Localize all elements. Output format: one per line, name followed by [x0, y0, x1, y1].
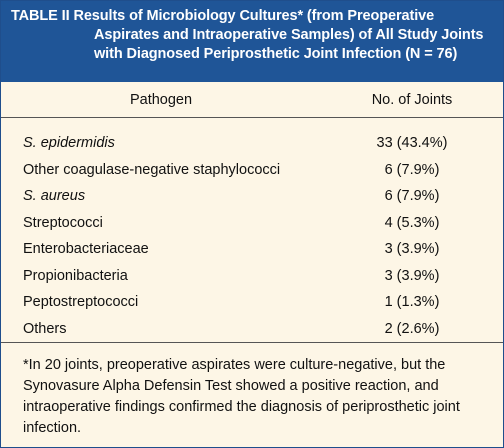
joints-cell: 2 (2.6%): [384, 320, 440, 337]
pathogen-cell: S. epidermidis: [23, 135, 115, 152]
table-row: Peptostreptococci 1 (1.3%): [1, 289, 503, 316]
pathogen-cell: Streptococci: [23, 214, 103, 231]
table-row: Other coagulase-negative staphylococci 6…: [1, 157, 503, 184]
table-footnote: *In 20 joints, preoperative aspirates we…: [1, 342, 503, 439]
pathogen-cell: Other coagulase-negative staphylococci: [23, 161, 281, 178]
joints-cell: 4 (5.3%): [384, 214, 440, 231]
column-header-row: Pathogen No. of Joints: [1, 82, 503, 118]
pathogen-cell: Propionibacteria: [23, 267, 128, 284]
column-header-joints: No. of Joints: [371, 91, 453, 108]
table-row: Others 2 (2.6%): [1, 316, 503, 343]
joints-cell: 6 (7.9%): [384, 188, 440, 205]
title-line-3: with Diagnosed Periprosthetic Joint Infe…: [94, 46, 458, 62]
table-body: S. epidermidis 33 (43.4%) Other coagulas…: [1, 118, 503, 342]
pathogen-cell: Others: [23, 320, 67, 337]
joints-cell: 6 (7.9%): [384, 161, 440, 178]
column-header-pathogen: Pathogen: [129, 91, 193, 108]
title-line-1: TABLE II Results of Microbiology Culture…: [11, 8, 435, 24]
title-line-2: Aspirates and Intraoperative Samples) of…: [94, 27, 484, 43]
table-row: Propionibacteria 3 (3.9%): [1, 263, 503, 290]
pathogen-cell: Peptostreptococci: [23, 294, 139, 311]
joints-cell: 3 (3.9%): [384, 241, 440, 258]
joints-cell: 33 (43.4%): [376, 135, 448, 152]
table-row: S. aureus 6 (7.9%): [1, 183, 503, 210]
table-row: S. epidermidis 33 (43.4%): [1, 130, 503, 157]
joints-cell: 1 (1.3%): [384, 294, 440, 311]
table-title: TABLE II Results of Microbiology Culture…: [1, 1, 503, 82]
table-row: Streptococci 4 (5.3%): [1, 210, 503, 237]
pathogen-cell: Enterobacteriaceae: [23, 241, 149, 258]
joints-cell: 3 (3.9%): [384, 267, 440, 284]
pathogen-cell: S. aureus: [23, 188, 86, 205]
table-row: Enterobacteriaceae 3 (3.9%): [1, 236, 503, 263]
